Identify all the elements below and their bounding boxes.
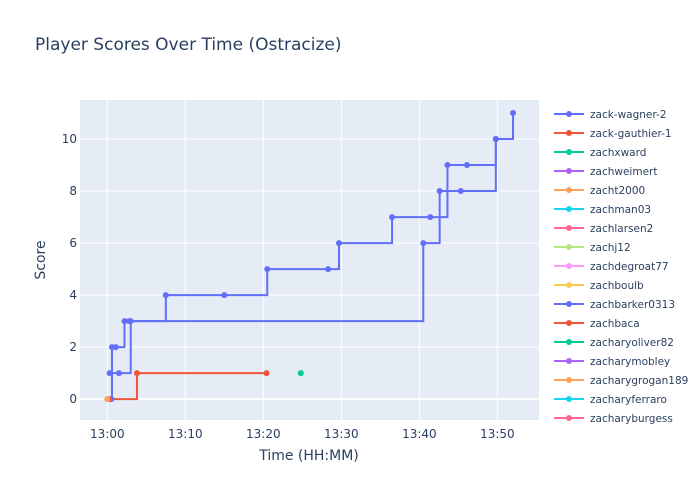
legend-marker xyxy=(566,377,572,383)
legend-item[interactable]: zachboulb xyxy=(554,280,644,292)
legend-label: zacharyoliver82 xyxy=(590,337,674,349)
legend-marker xyxy=(566,396,572,402)
legend-marker xyxy=(566,225,572,231)
data-point xyxy=(457,188,464,195)
data-point xyxy=(263,370,270,377)
legend-marker xyxy=(566,244,572,250)
x-tick-label: 13:10 xyxy=(168,427,203,441)
series-line xyxy=(108,372,267,401)
y-tick-labels: 0 2 4 6 8 10 xyxy=(62,132,77,406)
y-tick-label: 2 xyxy=(69,340,77,354)
data-point xyxy=(336,240,343,247)
data-point xyxy=(106,370,113,377)
legend-item[interactable]: zachxward xyxy=(554,147,646,159)
legend-item[interactable]: zachbarker0313 xyxy=(554,299,675,311)
legend-marker xyxy=(566,111,572,117)
legend-item[interactable]: zacharymobley xyxy=(554,356,670,368)
y-axis-title: Score xyxy=(33,240,49,279)
data-point xyxy=(444,162,451,169)
legend-label: zacht2000 xyxy=(590,185,645,197)
legend-item[interactable]: zachbaca xyxy=(554,318,640,330)
data-point xyxy=(116,370,123,377)
legend-label: zachbarker0313 xyxy=(590,299,675,311)
data-point xyxy=(221,292,228,299)
legend-label: zachweimert xyxy=(590,166,657,178)
legend-item[interactable]: zachman03 xyxy=(554,204,651,216)
x-tick-label: 13:00 xyxy=(90,427,125,441)
legend-label: zacharyburgess xyxy=(590,413,673,425)
x-tick-label: 13:20 xyxy=(246,427,281,441)
legend-marker xyxy=(566,206,572,212)
data-point xyxy=(427,214,434,221)
legend-marker xyxy=(566,339,572,345)
grid xyxy=(80,100,539,420)
x-tick-labels: 13:00 13:10 13:20 13:30 13:40 13:50 xyxy=(90,427,515,441)
legend-label: zachboulb xyxy=(590,280,644,292)
data-point xyxy=(264,266,271,273)
legend-item[interactable]: zachj12 xyxy=(554,242,631,254)
legend-label: zachlarsen2 xyxy=(590,223,653,235)
legend-item[interactable]: zack-wagner-2 xyxy=(554,109,667,121)
legend-item[interactable]: zachlarsen2 xyxy=(554,223,653,235)
plot-area xyxy=(80,100,539,420)
data-point xyxy=(325,266,332,273)
legend-marker xyxy=(566,320,572,326)
data-point xyxy=(162,292,169,299)
y-tick-label: 4 xyxy=(69,288,77,302)
legend-item[interactable]: zacharyoliver82 xyxy=(554,337,674,349)
data-point xyxy=(509,110,516,117)
legend-marker xyxy=(566,130,572,136)
data-point xyxy=(463,162,470,169)
data-point xyxy=(121,318,128,325)
legend-label: zacharymobley xyxy=(590,356,670,368)
legend[interactable]: zack-wagner-2 zack-gauthier-1 zachxward zac… xyxy=(554,109,688,425)
legend-marker xyxy=(566,149,572,155)
legend-label: zachxward xyxy=(590,147,646,159)
data-point xyxy=(492,136,499,143)
legend-item[interactable]: zack-gauthier-1 xyxy=(554,128,672,140)
data-point xyxy=(112,344,119,351)
legend-item[interactable]: zachweimert xyxy=(554,166,657,178)
x-tick-label: 13:40 xyxy=(402,427,437,441)
legend-label: zachman03 xyxy=(590,204,651,216)
legend-label: zacharygrogan189 xyxy=(590,375,688,387)
legend-marker xyxy=(566,415,572,421)
y-tick-label: 8 xyxy=(69,184,77,198)
data-point xyxy=(104,396,111,403)
y-tick-label: 6 xyxy=(69,236,77,250)
data-point xyxy=(133,370,140,377)
data-point xyxy=(389,214,396,221)
y-tick-label: 0 xyxy=(69,392,77,406)
legend-label: zachbaca xyxy=(590,318,640,330)
legend-marker xyxy=(566,168,572,174)
legend-marker xyxy=(566,187,572,193)
data-point xyxy=(436,188,443,195)
legend-label: zacharyferraro xyxy=(590,394,667,406)
legend-marker xyxy=(566,301,572,307)
legend-label: zachdegroat77 xyxy=(590,261,669,273)
x-tick-label: 13:30 xyxy=(324,427,359,441)
legend-marker xyxy=(566,282,572,288)
x-tick-label: 13:50 xyxy=(480,427,515,441)
chart-title: Player Scores Over Time (Ostracize) xyxy=(35,35,342,55)
legend-label: zachj12 xyxy=(590,242,631,254)
legend-item[interactable]: zacharygrogan189 xyxy=(554,375,688,387)
y-tick-label: 10 xyxy=(62,132,77,146)
legend-item[interactable]: zacharyburgess xyxy=(554,413,673,425)
legend-item[interactable]: zacharyferraro xyxy=(554,394,667,406)
data-point xyxy=(420,240,427,247)
series-points xyxy=(104,110,516,403)
x-axis-title: Time (HH:MM) xyxy=(258,448,359,464)
data-point xyxy=(297,370,304,377)
legend-item[interactable]: zacht2000 xyxy=(554,185,645,197)
legend-marker xyxy=(566,358,572,364)
data-point xyxy=(127,318,134,325)
legend-item[interactable]: zachdegroat77 xyxy=(554,261,669,273)
legend-label: zack-gauthier-1 xyxy=(590,128,672,140)
legend-marker xyxy=(566,263,572,269)
legend-label: zack-wagner-2 xyxy=(590,109,667,121)
